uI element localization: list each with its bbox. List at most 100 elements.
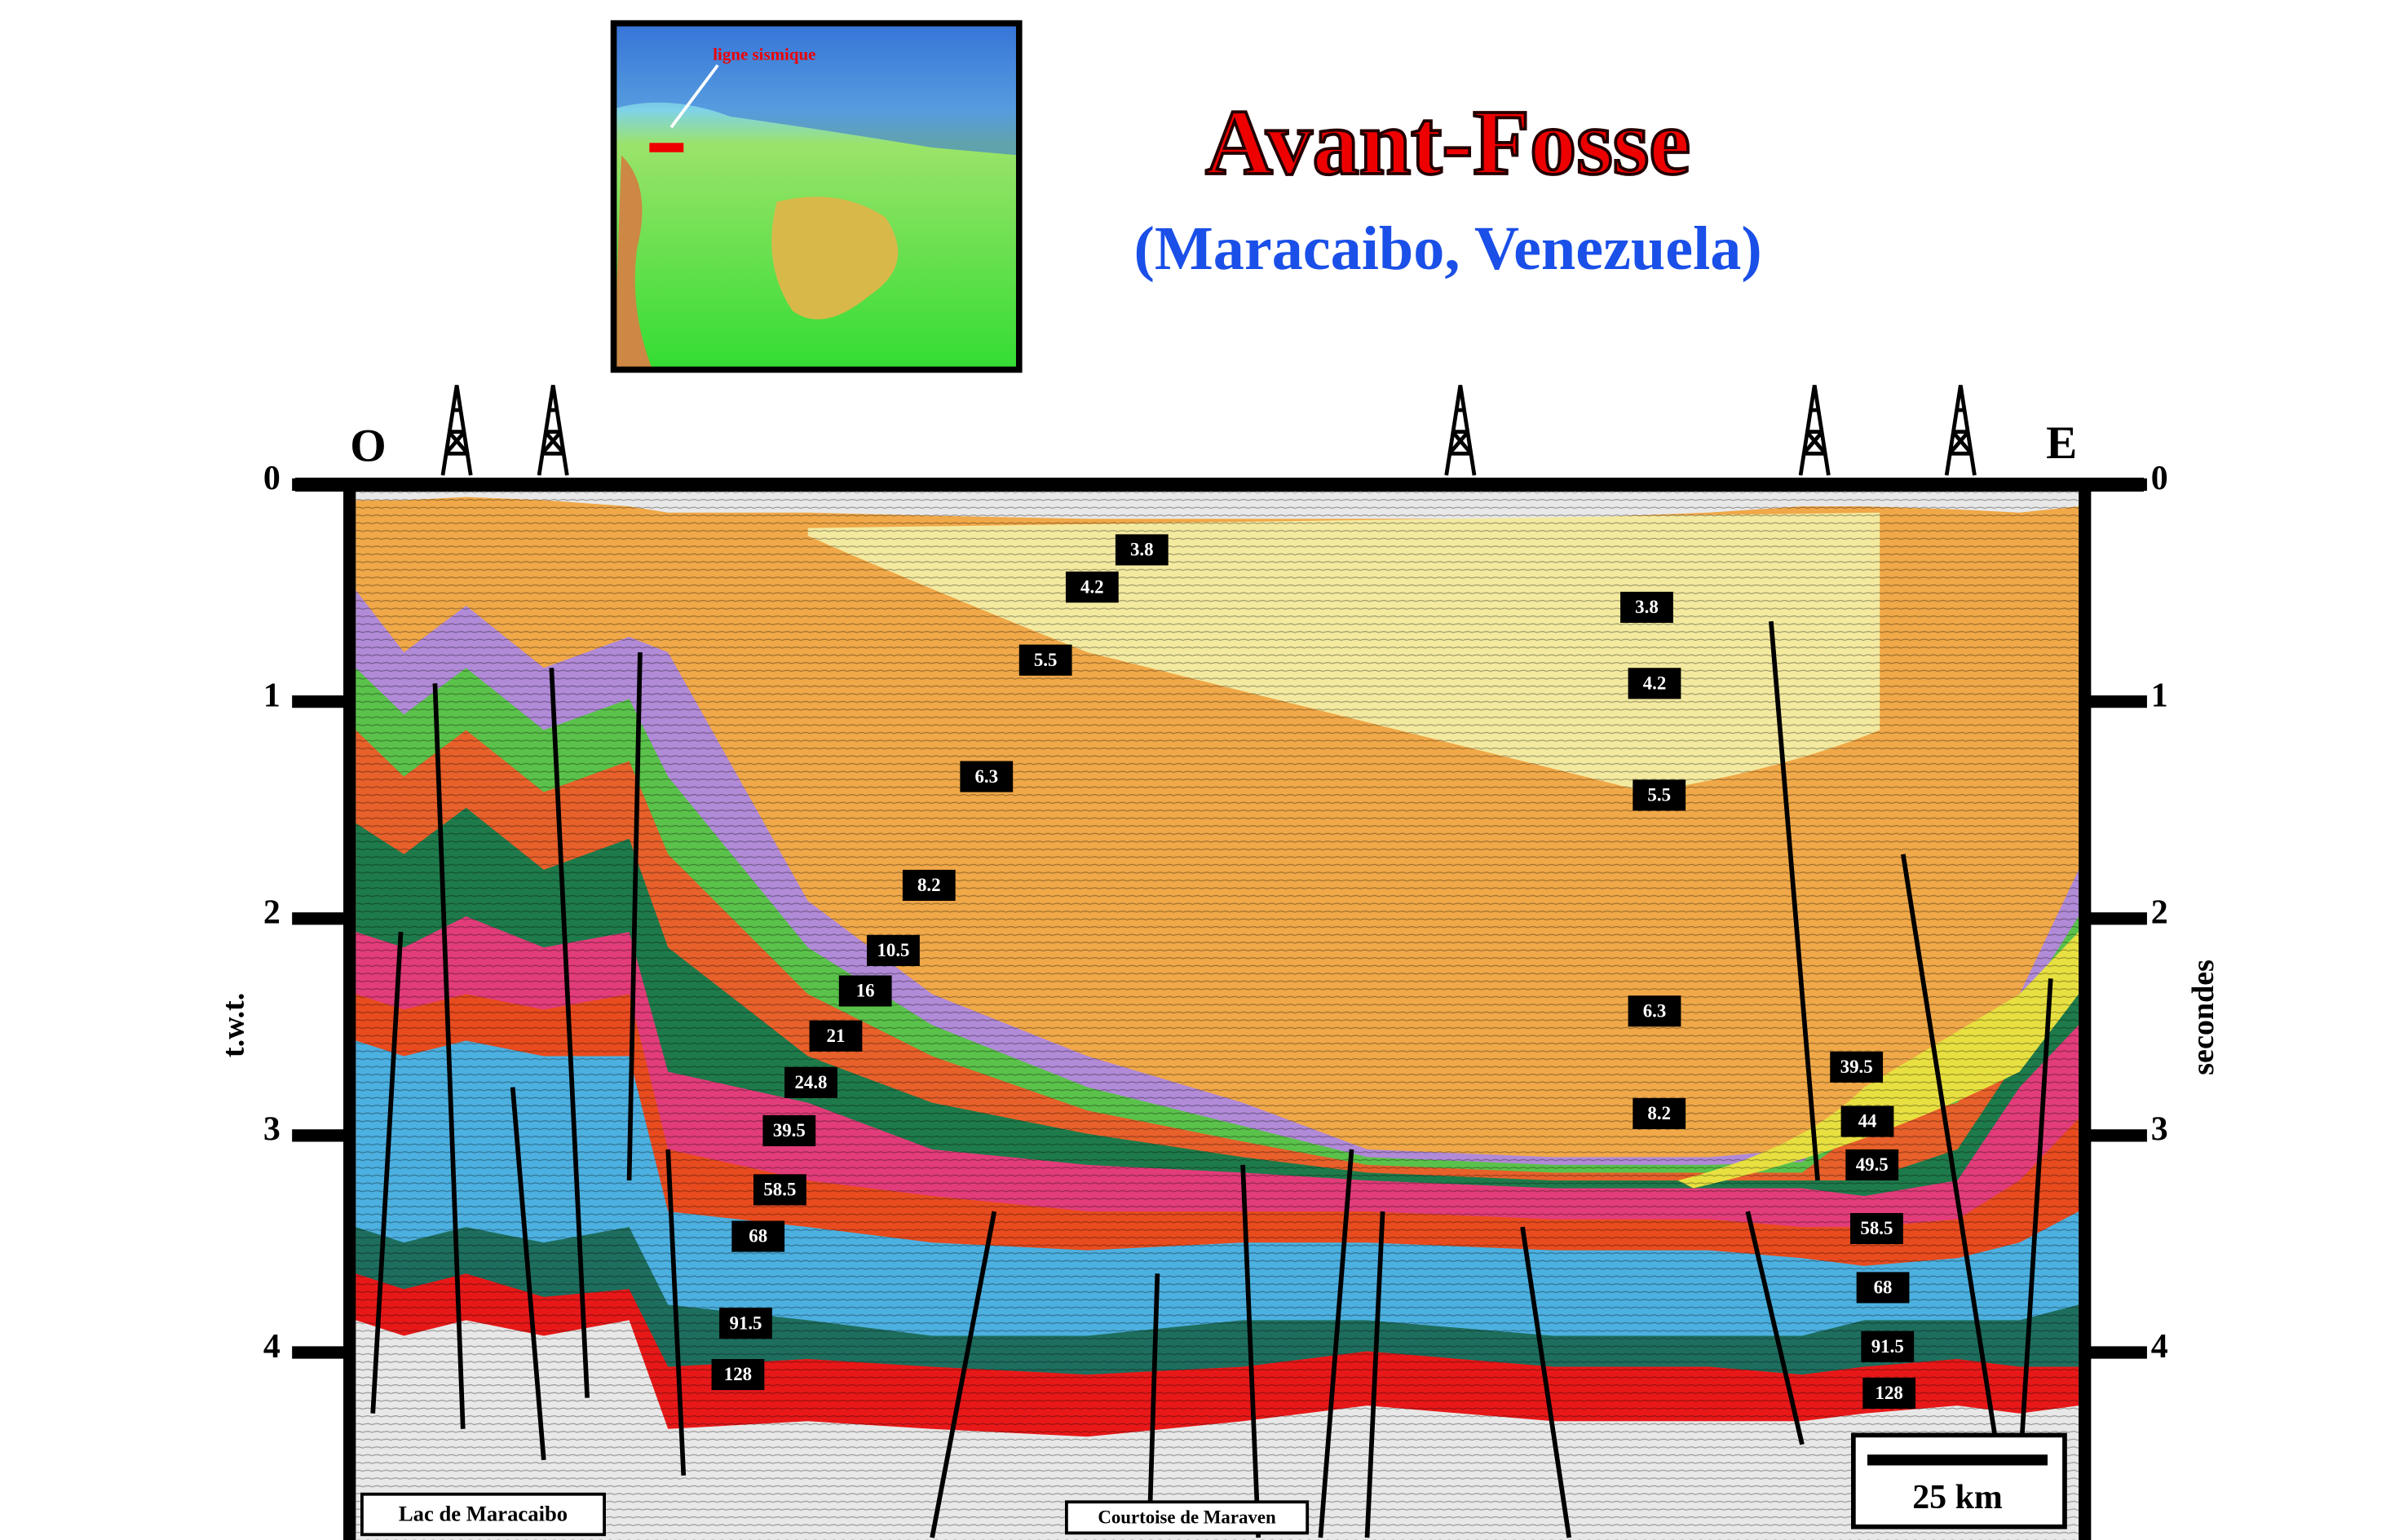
age-label-box — [867, 934, 920, 967]
age-label: 91.5 — [1871, 1336, 1904, 1357]
age-label: 58.5 — [1860, 1218, 1893, 1238]
tick-label: 4 — [263, 1328, 281, 1366]
inset-map: ligne sismique — [610, 20, 1023, 373]
fault — [370, 931, 404, 1414]
age-label-box — [731, 1220, 785, 1252]
fault — [549, 668, 590, 1398]
right-axis-title: secondes — [2186, 960, 2220, 1075]
title: Avant-Fosse — [1205, 90, 1690, 194]
tick-label: 1 — [2151, 677, 2168, 714]
east-label: E — [2046, 417, 2077, 469]
derrick-frame — [1944, 385, 1977, 476]
age-label-box — [719, 1308, 772, 1339]
age-label: 3.8 — [1635, 597, 1659, 617]
age-label-box — [1018, 644, 1072, 676]
fault — [1769, 620, 1820, 1181]
age-label: 44 — [1858, 1111, 1877, 1132]
derrick — [1444, 385, 1477, 476]
map-sea — [613, 23, 1019, 156]
derrick-frame — [537, 385, 569, 476]
age-label-box — [1633, 1097, 1686, 1130]
age-label-box — [1633, 779, 1686, 811]
fault — [1240, 1164, 1261, 1538]
fault — [665, 1149, 687, 1476]
age-label-box — [809, 1020, 863, 1052]
location-label: Courtoise de Maraven — [1098, 1507, 1276, 1528]
age-label-box — [960, 761, 1014, 792]
age-label-box — [784, 1066, 837, 1098]
seismic-texture — [356, 488, 2079, 1540]
derrick — [537, 385, 569, 476]
fault — [1318, 1149, 1354, 1538]
west-label: O — [350, 421, 386, 472]
seismic-section: 0 1 2 3 4 0 1 2 3 4 3.8 4.2 5.5 6.3 8.2 10.5 16 21 24.8 39.… — [263, 460, 2168, 1540]
derrick — [1944, 385, 1977, 476]
fault — [930, 1211, 997, 1538]
age-label: 24.8 — [794, 1072, 827, 1092]
age-label-box — [1628, 668, 1681, 699]
fault — [1364, 1211, 1385, 1538]
tick-label: 1 — [263, 677, 281, 714]
age-label: 10.5 — [877, 940, 909, 960]
age-label-box — [1830, 1051, 1884, 1083]
map-label: ligne sismique — [713, 44, 815, 64]
age-label-box — [762, 1114, 816, 1147]
age-label-box — [1620, 591, 1673, 623]
derrick — [440, 385, 473, 476]
tick-label: 2 — [263, 894, 281, 932]
derrick-frame — [1444, 385, 1477, 476]
age-label-box — [1856, 1272, 1910, 1304]
fault — [1900, 854, 1999, 1445]
age-label: 8.2 — [1647, 1103, 1671, 1123]
age-label-box — [838, 975, 892, 1007]
fault — [1745, 1211, 1805, 1445]
tick-label: 0 — [2151, 460, 2168, 497]
age-label: 5.5 — [1034, 650, 1058, 670]
age-label-box — [1862, 1377, 1916, 1409]
tick-label: 3 — [2151, 1111, 2168, 1149]
derrick-frame — [1798, 385, 1831, 476]
age-label-box — [902, 869, 956, 902]
tick-label: 4 — [2151, 1328, 2168, 1366]
tick-label: 2 — [2151, 894, 2168, 932]
age-label: 6.3 — [974, 766, 998, 787]
age-label: 128 — [724, 1364, 752, 1384]
age-label-box — [1628, 995, 1681, 1027]
location-label: Lac de Maracaibo — [399, 1502, 568, 1526]
tick-label: 3 — [263, 1111, 281, 1149]
map-relief — [613, 155, 653, 370]
age-label-box — [1861, 1330, 1915, 1362]
derrick-frame — [440, 385, 473, 476]
age-label: 91.5 — [729, 1313, 762, 1333]
fault — [1520, 1226, 1572, 1538]
age-label: 68 — [749, 1226, 767, 1247]
age-label: 4.2 — [1080, 576, 1104, 597]
map-relief — [771, 196, 899, 320]
age-label: 21 — [827, 1026, 846, 1046]
age-label: 4.2 — [1643, 673, 1667, 693]
age-label: 39.5 — [1840, 1057, 1873, 1077]
fault — [1147, 1273, 1160, 1523]
age-label-box — [1840, 1105, 1894, 1137]
fault — [432, 683, 466, 1429]
age-label: 128 — [1876, 1383, 1903, 1403]
fault — [2017, 978, 2053, 1476]
age-label: 8.2 — [917, 875, 941, 895]
location-label-box — [1064, 1500, 1310, 1535]
age-label-box — [1850, 1212, 1903, 1245]
scale-box — [1850, 1432, 2067, 1529]
age-label: 58.5 — [763, 1180, 796, 1200]
age-label-box — [753, 1174, 806, 1206]
age-label: 16 — [856, 981, 875, 1001]
age-label: 68 — [1874, 1277, 1893, 1298]
age-label: 39.5 — [773, 1120, 806, 1141]
age-label-box — [1845, 1149, 1899, 1180]
map-frame — [610, 20, 1023, 373]
age-label-box — [1065, 571, 1119, 603]
age-label: 5.5 — [1647, 785, 1671, 805]
age-label-box — [711, 1359, 765, 1391]
left-axis-title: t.w.t. — [216, 993, 250, 1057]
age-label-box — [1115, 534, 1169, 566]
